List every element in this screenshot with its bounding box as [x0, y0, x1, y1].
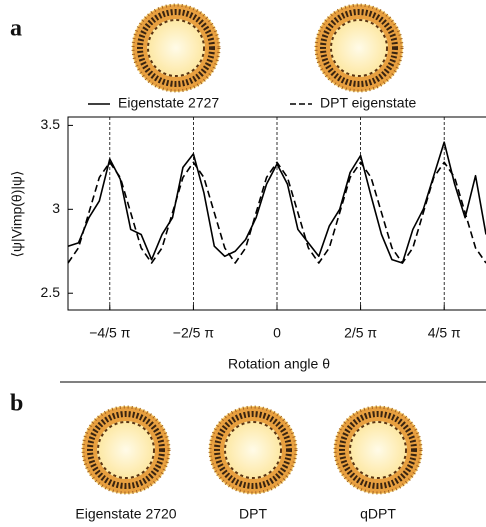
image-caption: DPT: [239, 506, 267, 522]
series-line: [67, 161, 486, 264]
wavefunction-image: [132, 4, 220, 92]
x-tick-label: −4/5 π: [89, 325, 131, 341]
x-tick-label: −2/5 π: [173, 325, 215, 341]
y-axis-label: ⟨ψ|Vimp(θ)|ψ⟩: [9, 171, 25, 258]
wavefunction-image: [82, 406, 170, 494]
wavefunction-image: [334, 406, 422, 494]
series-line: [67, 141, 486, 264]
panel-label: a: [10, 16, 22, 42]
legend-label: Eigenstate 2727: [118, 95, 219, 111]
wavefunction-image: [315, 4, 403, 92]
x-tick-label: 2/5 π: [344, 325, 377, 341]
wavefunction-image: [209, 406, 297, 494]
y-tick-label: 2.5: [41, 284, 61, 300]
image-caption: qDPT: [360, 506, 396, 522]
x-tick-label: 0: [273, 325, 281, 341]
legend-label: DPT eigenstate: [320, 95, 416, 111]
image-caption: Eigenstate 2720: [75, 506, 176, 522]
x-axis-label: Rotation angle θ: [228, 356, 330, 372]
y-tick-label: 3.5: [41, 116, 61, 132]
x-tick-label: 4/5 π: [428, 325, 461, 341]
panel-label: b: [10, 391, 23, 417]
y-tick-label: 3: [52, 200, 60, 216]
